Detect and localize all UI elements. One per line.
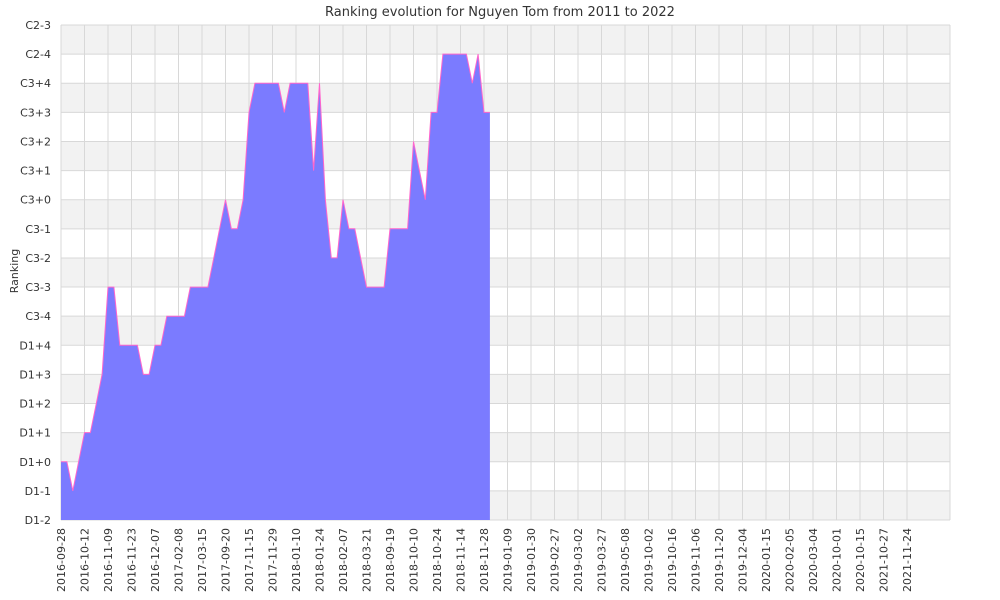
grid-band: [61, 199, 950, 229]
x-tick-label: 2019-02-27: [549, 528, 562, 592]
y-tick-label: C3+4: [20, 77, 51, 90]
grid-band: [61, 257, 950, 288]
x-tick-label: 2018-10-24: [431, 528, 444, 592]
x-tick-label: 2019-05-08: [619, 528, 632, 592]
x-tick-label: 2016-12-07: [149, 528, 162, 592]
chart-title: Ranking evolution for Nguyen Tom from 20…: [325, 5, 675, 20]
x-tick-label: 2020-01-15: [760, 528, 773, 592]
x-tick-label: 2018-03-21: [361, 528, 374, 592]
x-tick-label: 2017-09-20: [220, 528, 233, 592]
y-tick-label: C2-3: [25, 19, 51, 32]
y-tick-label: C3-4: [25, 310, 51, 323]
y-tick-label: D1-2: [25, 514, 51, 527]
x-tick-label: 2017-11-29: [267, 528, 280, 592]
x-tick-label: 2017-11-15: [243, 528, 256, 592]
x-tick-label: 2019-01-30: [525, 528, 538, 592]
x-tick-labels: 2016-09-28 2016-10-12 2016-11-09 2016-11-23…: [55, 528, 914, 592]
x-tick-label: 2018-01-24: [314, 528, 327, 592]
y-tick-labels: D1-2 D1-1 D1+0 D1+1 D1+2 D1+3 D1+4 C3-4 C3-3 C3-2…: [19, 19, 51, 527]
area-fill: [61, 54, 490, 520]
x-tick-label: 2016-11-09: [102, 528, 115, 592]
x-tick-label: 2020-02-05: [784, 528, 797, 592]
grid-band: [61, 141, 950, 171]
x-tick-label: 2018-09-19: [384, 528, 397, 592]
x-tick-label: 2020-10-01: [831, 528, 844, 592]
y-tick-label: D1+2: [19, 398, 51, 411]
x-tick-label: 2019-11-20: [713, 528, 726, 592]
grid-band: [61, 25, 950, 55]
y-tick-label: C3-2: [25, 252, 51, 265]
background-bands: [61, 25, 950, 520]
y-tick-label: D1+1: [19, 427, 51, 440]
grid-band: [61, 83, 950, 113]
x-tick-label: 2020-10-15: [854, 528, 867, 592]
x-tick-label: 2019-10-02: [643, 528, 656, 592]
y-tick-label: D1+3: [19, 368, 51, 381]
y-tick-label: C3+0: [20, 194, 51, 207]
y-tick-label: D1+0: [19, 456, 51, 469]
y-tick-label: D1-1: [25, 485, 51, 498]
x-tick-label: 2017-03-15: [196, 528, 209, 592]
x-tick-label: 2019-03-02: [572, 528, 585, 592]
y-tick-label: C2-4: [25, 48, 51, 61]
x-tick-label: 2016-10-12: [79, 528, 92, 592]
x-tick-label: 2020-03-04: [807, 528, 820, 592]
x-tick-label: 2021-11-24: [901, 528, 914, 592]
x-tick-label: 2018-11-28: [478, 528, 491, 592]
x-tick-label: 2018-02-07: [337, 528, 350, 592]
area-line: [61, 53, 490, 491]
x-tick-label: 2016-11-23: [126, 528, 139, 592]
y-tick-label: D1+4: [19, 339, 51, 352]
x-tick-label: 2017-02-08: [173, 528, 186, 592]
x-tick-label: 2018-01-10: [290, 528, 303, 592]
x-tick-label: 2018-10-10: [408, 528, 421, 592]
x-tick-label: 2019-03-27: [596, 528, 609, 592]
area-series: [61, 53, 490, 520]
y-tick-label: C3+2: [20, 135, 51, 148]
x-tick-label: 2018-11-14: [455, 528, 468, 592]
y-tick-label: C3-1: [25, 223, 51, 236]
x-tick-label: 2019-12-04: [737, 528, 750, 592]
y-tick-label: C3+1: [20, 165, 51, 178]
x-tick-label: 2021-10-27: [878, 528, 891, 592]
y-tick-label: C3+3: [20, 106, 51, 119]
x-tick-label: 2019-10-16: [666, 528, 679, 592]
x-tick-label: 2019-01-09: [502, 528, 515, 592]
y-tick-label: C3-3: [25, 281, 51, 294]
x-tick-label: 2019-11-06: [690, 528, 703, 592]
x-tick-label: 2016-09-28: [55, 528, 68, 592]
y-axis-label: Ranking: [8, 249, 21, 294]
